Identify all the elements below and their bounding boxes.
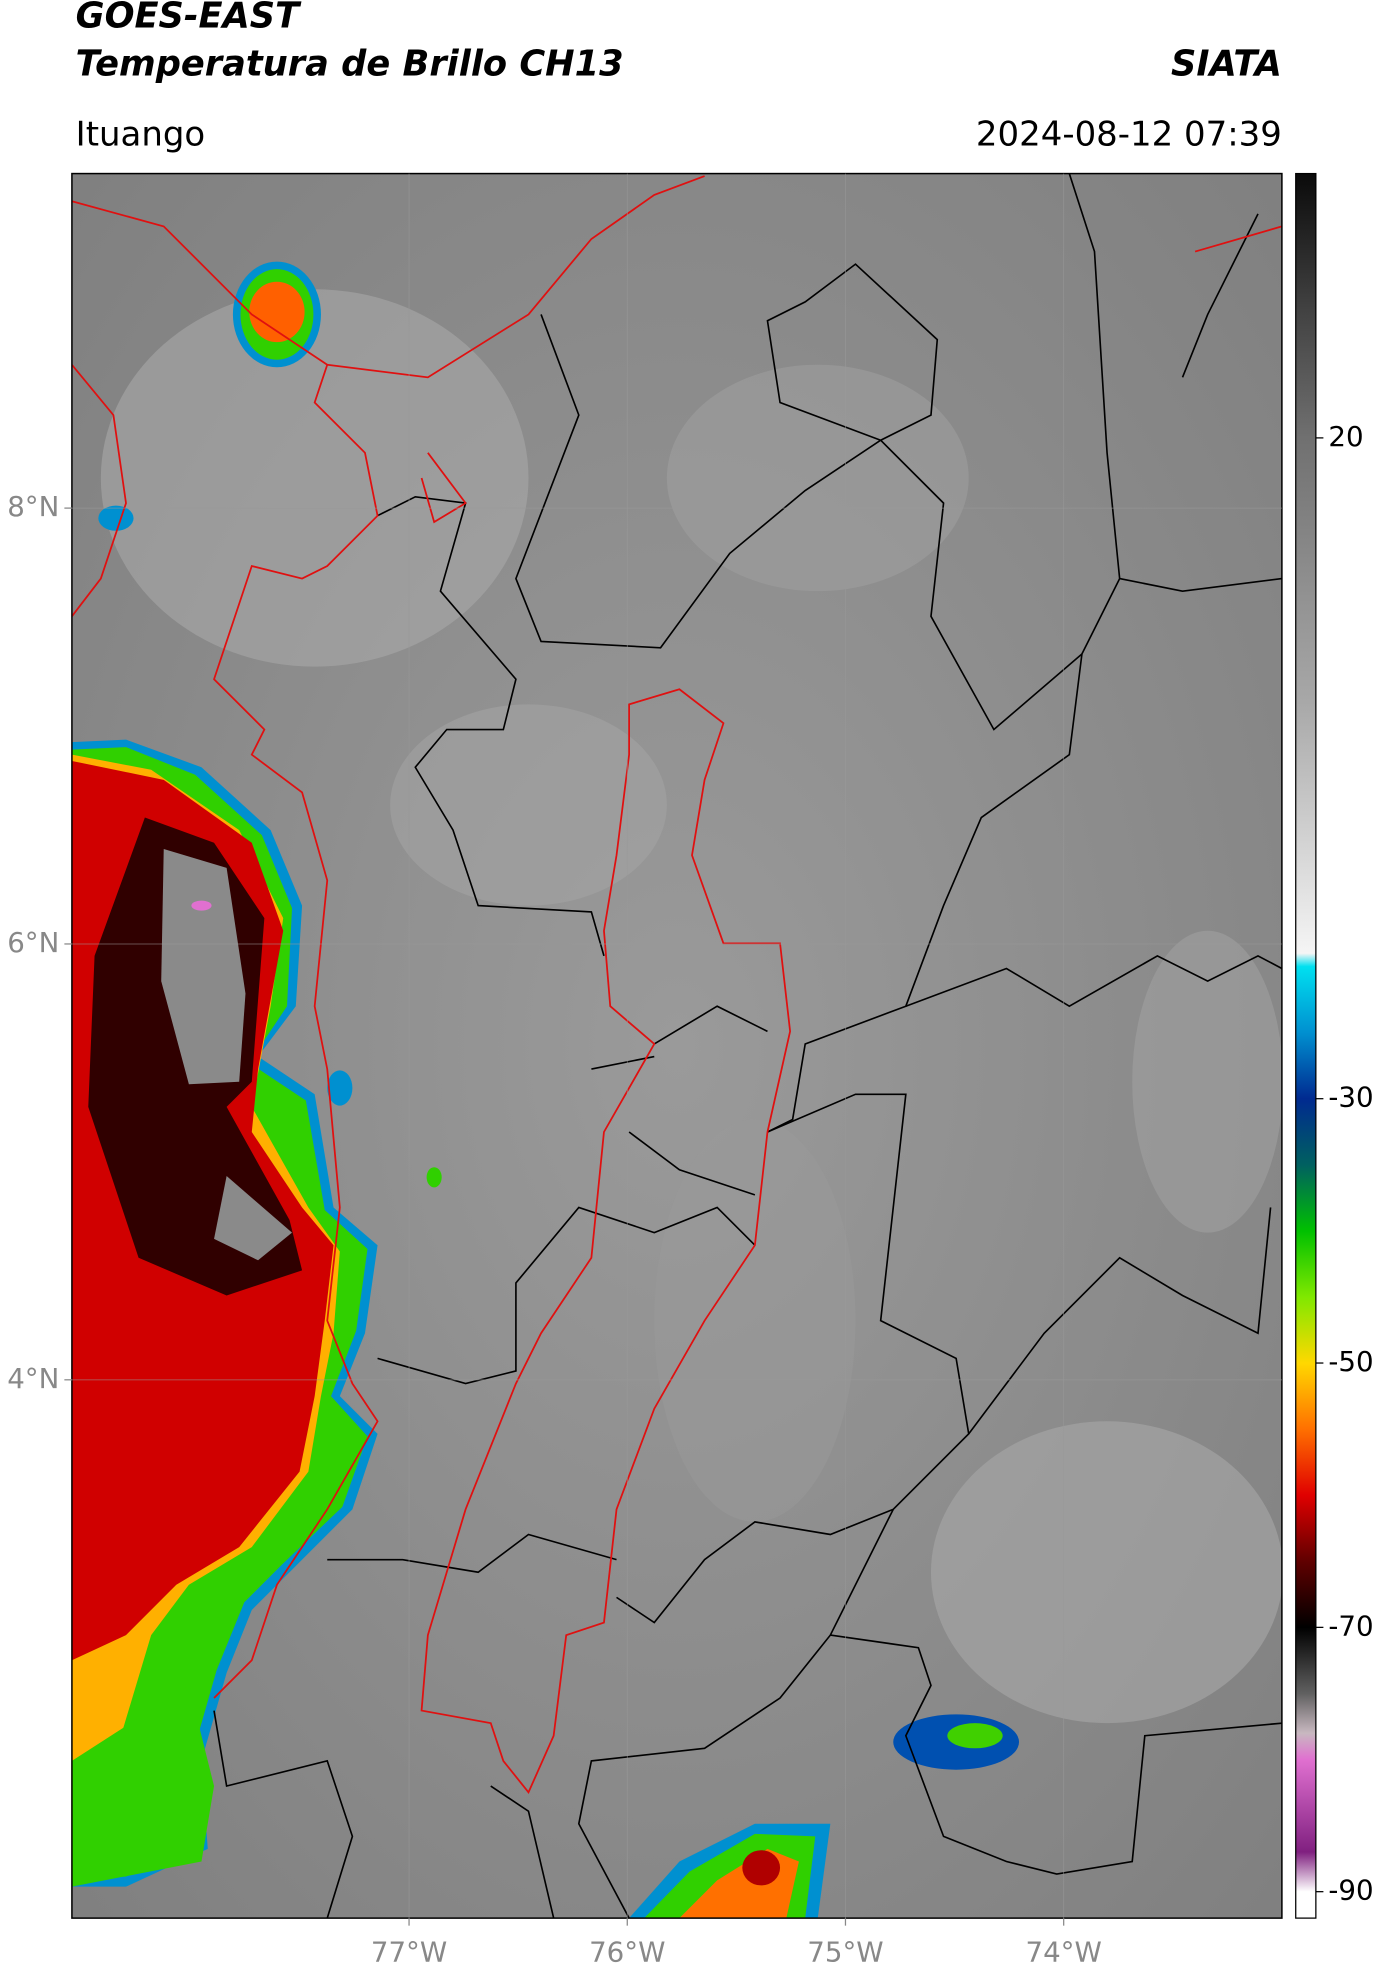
title: GOES-EAST [76, 0, 302, 37]
colorbar-tick-label: -50 [1328, 1345, 1373, 1378]
satellite-image [71, 173, 1282, 1919]
colorbar-tick-label: 20 [1328, 420, 1363, 453]
datetime: 2024-08-12 07:39 [976, 114, 1282, 154]
region: Ituango [76, 114, 206, 154]
map-frame [71, 172, 1283, 1919]
colorbar-tick-label: -90 [1328, 1874, 1373, 1907]
colorbar-tick-label: -70 [1328, 1609, 1373, 1642]
colorbar-tick-label: -30 [1328, 1081, 1373, 1114]
y-tick-label: 4°N [7, 1362, 59, 1395]
subtitle: Temperatura de Brillo CH13 [76, 43, 624, 84]
x-tick-label: 77°W [371, 1935, 447, 1968]
y-tick-label: 6°N [7, 926, 59, 959]
x-tick-label: 75°W [807, 1935, 883, 1968]
x-tick-label: 76°W [589, 1935, 665, 1968]
source: SIATA [1171, 43, 1282, 84]
x-tick-label: 74°W [1025, 1935, 1101, 1968]
colorbar [1295, 172, 1317, 1919]
y-tick-label: 8°N [7, 490, 59, 523]
